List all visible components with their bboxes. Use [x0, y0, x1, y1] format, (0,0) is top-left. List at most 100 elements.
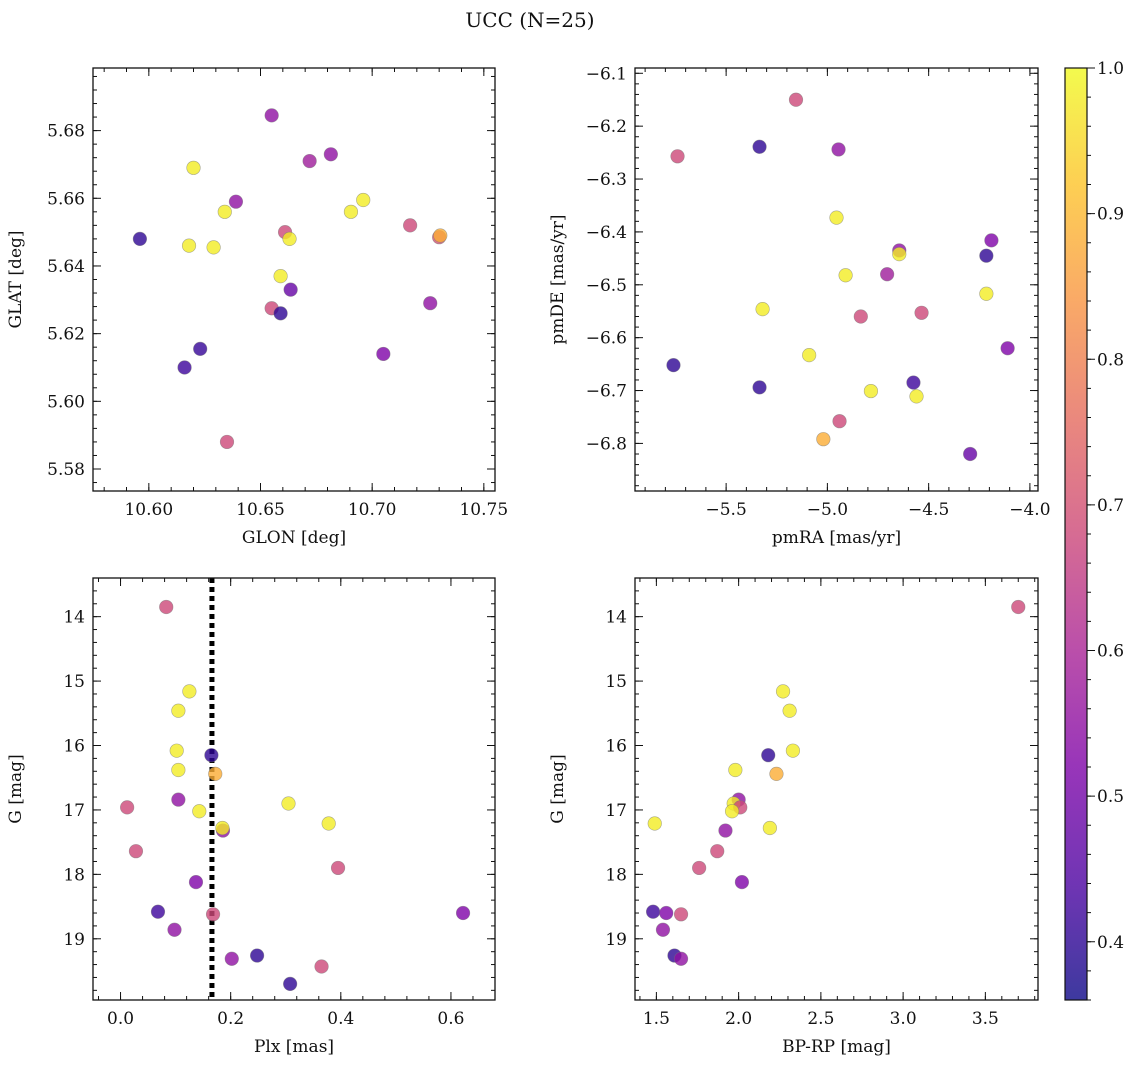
scatter-point [802, 348, 817, 363]
scatter-point [655, 922, 671, 937]
y-tick-label: 17 [63, 801, 85, 821]
scatter-point [281, 796, 296, 811]
scatter-point [979, 248, 994, 263]
scatter-point [356, 192, 371, 208]
x-tick-label: 0.2 [217, 1009, 244, 1029]
scatter-point [273, 306, 288, 321]
y-axis-label: G [mag] [548, 754, 568, 823]
colorbar-tick-label: 0.4 [1097, 933, 1124, 953]
scatter-point [330, 860, 346, 876]
scatter-point [423, 296, 438, 311]
scatter-point [782, 703, 797, 718]
scatter-point [710, 844, 725, 859]
y-tick-label: 5.66 [47, 189, 85, 209]
colorbar-ticks: 0.4 0.5 0.6 0.7 0.8 0.9 1.0 [1087, 59, 1124, 1001]
y-tick-label: 5.58 [47, 460, 85, 480]
y-tick-label: 18 [605, 865, 627, 885]
scatter-point [647, 816, 662, 831]
scatter-point [186, 160, 201, 175]
colorbar-tick-label: 1.0 [1097, 59, 1124, 79]
y-axis-label: pmDE [mas/yr] [548, 214, 568, 344]
scatter-point [250, 948, 265, 963]
x-tick-label: 3.0 [890, 1009, 917, 1029]
colorbar: 0.4 0.5 0.6 0.7 0.8 0.9 1.0 [1064, 59, 1124, 1001]
scatter-point [914, 305, 929, 320]
scatter-point [283, 282, 298, 297]
y-tick-label: 14 [605, 608, 627, 628]
scatter-point [816, 432, 831, 447]
scatter-points [645, 599, 1026, 966]
scatter-point [838, 268, 853, 283]
axis-ticks: 0.0 0.2 0.4 0.6 14 15 16 17 18 19 [63, 577, 496, 1029]
scatter-point [376, 346, 391, 362]
scatter-point [273, 269, 288, 284]
x-tick-label: −5.0 [807, 500, 848, 520]
y-tick-label: −6.4 [586, 223, 627, 243]
y-tick-label: 19 [605, 930, 627, 950]
scatter-point [775, 684, 791, 699]
scatter-point [169, 743, 184, 758]
scatter-point [192, 804, 207, 819]
scatter-point [692, 860, 707, 876]
scatter-point [171, 703, 186, 718]
scatter-point [167, 922, 182, 937]
scatter-point [1011, 599, 1026, 615]
scatter-point [204, 748, 219, 763]
colorbar-tick-label: 0.5 [1097, 787, 1124, 807]
x-tick-label: 2.0 [725, 1009, 752, 1029]
scatter-point [455, 905, 471, 921]
scatter-point [282, 231, 297, 246]
scatter-point [724, 804, 740, 819]
panel-pm: −5.5 −5.0 −4.5 −4.0 −6.8 −6.7 −6.6 −6.5 −6.4 −6.3… [548, 64, 1051, 548]
scatter-point [718, 823, 733, 838]
x-tick-label: 3.5 [972, 1009, 999, 1029]
x-tick-label: −4.0 [1009, 500, 1050, 520]
scatter-point [182, 684, 197, 699]
y-tick-label: 19 [63, 930, 85, 950]
scatter-point [128, 844, 144, 859]
x-tick-label: −5.5 [705, 500, 746, 520]
scatter-point [181, 238, 197, 253]
scatter-points [120, 599, 471, 991]
scatter-point [788, 92, 804, 107]
plot-frame [634, 67, 1039, 492]
x-axis-label: pmRA [mas/yr] [772, 528, 901, 548]
scatter-point [224, 951, 239, 966]
scatter-point [314, 959, 329, 974]
y-axis-label: GLAT [deg] [6, 230, 26, 328]
scatter-point [215, 820, 230, 836]
scatter-point [832, 414, 847, 429]
x-axis-label: BP-RP [mag] [782, 1037, 891, 1057]
scatter-point [206, 240, 221, 255]
y-tick-label: 16 [605, 737, 627, 757]
plot-frame [92, 577, 496, 1001]
y-tick-label: −6.2 [586, 117, 627, 137]
x-axis-label: GLON [deg] [242, 528, 346, 548]
colorbar-tick-label: 0.7 [1097, 496, 1124, 516]
scatter-point [853, 309, 868, 324]
scatter-point [120, 800, 135, 815]
x-tick-label: 10.75 [459, 500, 508, 520]
panels: 10.60 10.65 10.70 10.75 5.58 5.60 5.62 5.64 5.66… [6, 64, 1051, 1057]
scatter-point [403, 218, 418, 233]
scatter-point [863, 383, 879, 399]
scatter-point [159, 599, 174, 615]
y-tick-label: 15 [63, 672, 85, 692]
x-axis-label: Plx [mas] [254, 1037, 334, 1057]
scatter-point [906, 375, 921, 390]
scatter-point [880, 267, 895, 282]
axis-ticks: −5.5 −5.0 −4.5 −4.0 −6.8 −6.7 −6.6 −6.5 −6.4 −6.3… [586, 64, 1051, 520]
x-tick-label: 1.5 [643, 1009, 670, 1029]
y-tick-label: 5.64 [47, 257, 85, 277]
y-tick-label: 5.68 [47, 122, 85, 142]
scatter-point [208, 766, 223, 781]
scatter-point [264, 108, 279, 123]
scatter-point [892, 247, 907, 262]
scatter-point [785, 743, 801, 758]
x-tick-label: 0.6 [437, 1009, 464, 1029]
y-tick-label: 5.62 [47, 325, 85, 345]
y-tick-label: −6.1 [586, 64, 627, 84]
scatter-point [761, 748, 776, 763]
scatter-point [734, 874, 750, 890]
